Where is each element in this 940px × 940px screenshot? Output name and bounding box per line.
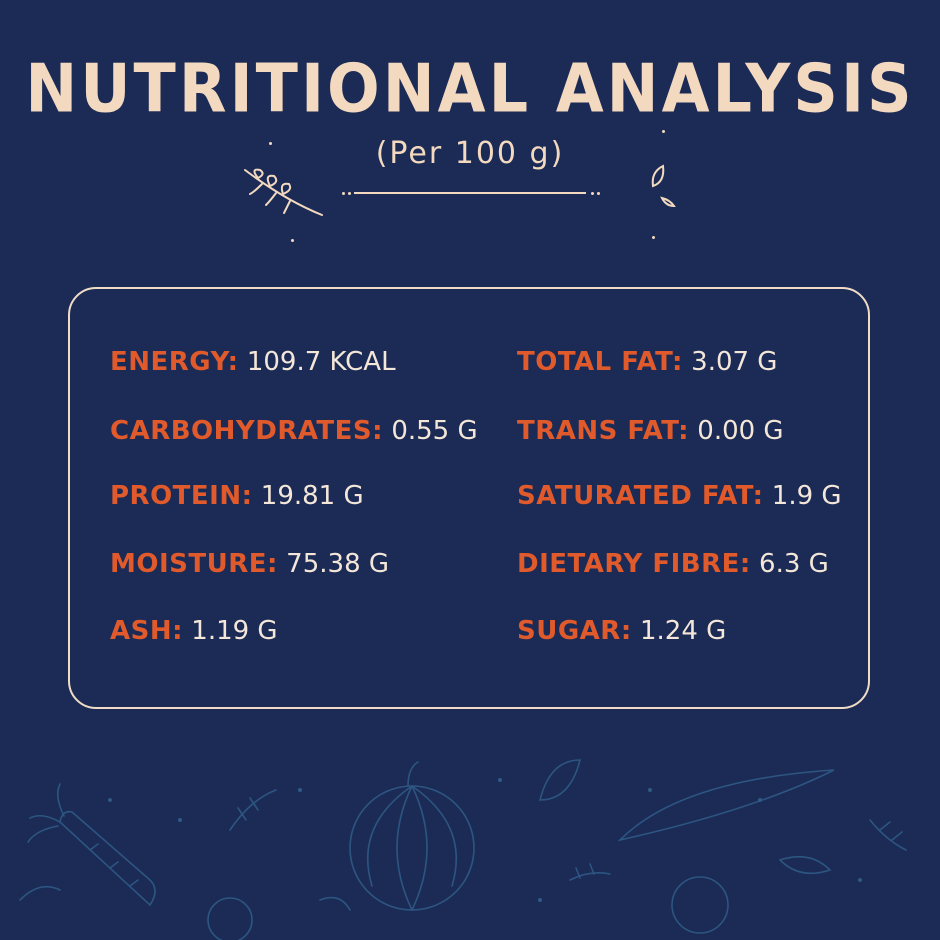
nutrient-value: 3.07 G [691, 347, 778, 377]
nutrient-carbohydrates: CARBOHYDRATES: 0.55 G [110, 416, 478, 446]
nutrient-dietary-fibre: DIETARY FIBRE: 6.3 G [517, 549, 829, 579]
sparkle-dot [269, 142, 272, 145]
nutrient-ash: ASH: 1.19 G [110, 616, 278, 646]
nutrient-value: 6.3 G [759, 549, 829, 579]
nutrient-trans-fat: TRANS FAT: 0.00 G [517, 416, 784, 446]
nutrient-value: 19.81 G [260, 481, 364, 511]
divider-dot [342, 192, 345, 195]
nutrition-panel [68, 287, 870, 709]
nutrient-sugar: SUGAR: 1.24 G [517, 616, 726, 646]
sparkle-dot [662, 130, 665, 133]
page-subtitle: (Per 100 g) [375, 136, 565, 171]
nutrient-value: 75.38 G [286, 549, 390, 579]
nutrient-value: 0.55 G [391, 416, 478, 446]
divider-dot [348, 192, 351, 195]
nutrient-value: 1.9 G [771, 481, 842, 511]
nutrient-label: CARBOHYDRATES: [110, 416, 384, 446]
nutrient-value: 0.00 G [697, 416, 784, 446]
nutrient-label: ENERGY: [110, 347, 239, 377]
title-divider [354, 192, 586, 194]
nutrient-label: TOTAL FAT: [517, 347, 683, 377]
nutrient-label: PROTEIN: [110, 481, 253, 511]
nutrient-saturated-fat: SATURATED FAT: 1.9 G [517, 481, 842, 511]
nutrient-label: DIETARY FIBRE: [517, 549, 751, 579]
nutrient-protein: PROTEIN: 19.81 G [110, 481, 364, 511]
nutrient-value: 109.7 KCAL [246, 347, 396, 377]
sparkle-dot [291, 239, 294, 242]
nutrient-label: TRANS FAT: [517, 416, 690, 446]
nutrient-value: 1.24 G [639, 616, 727, 646]
nutrient-total-fat: TOTAL FAT: 3.07 G [517, 347, 777, 377]
nutrient-value: 1.19 G [191, 616, 278, 646]
divider-dot [591, 192, 594, 195]
divider-dot [597, 192, 600, 195]
nutrient-moisture: MOISTURE: 75.38 G [110, 549, 389, 579]
nutrient-label: MOISTURE: [110, 549, 278, 579]
page-title: NUTRITIONAL ANALYSIS [25, 49, 915, 128]
nutrient-label: SUGAR: [517, 616, 632, 646]
nutrient-label: ASH: [110, 616, 184, 646]
sparkle-dot [652, 236, 655, 239]
nutrient-energy: ENERGY: 109.7 KCAL [110, 347, 396, 377]
nutrient-label: SATURATED FAT: [517, 481, 764, 511]
